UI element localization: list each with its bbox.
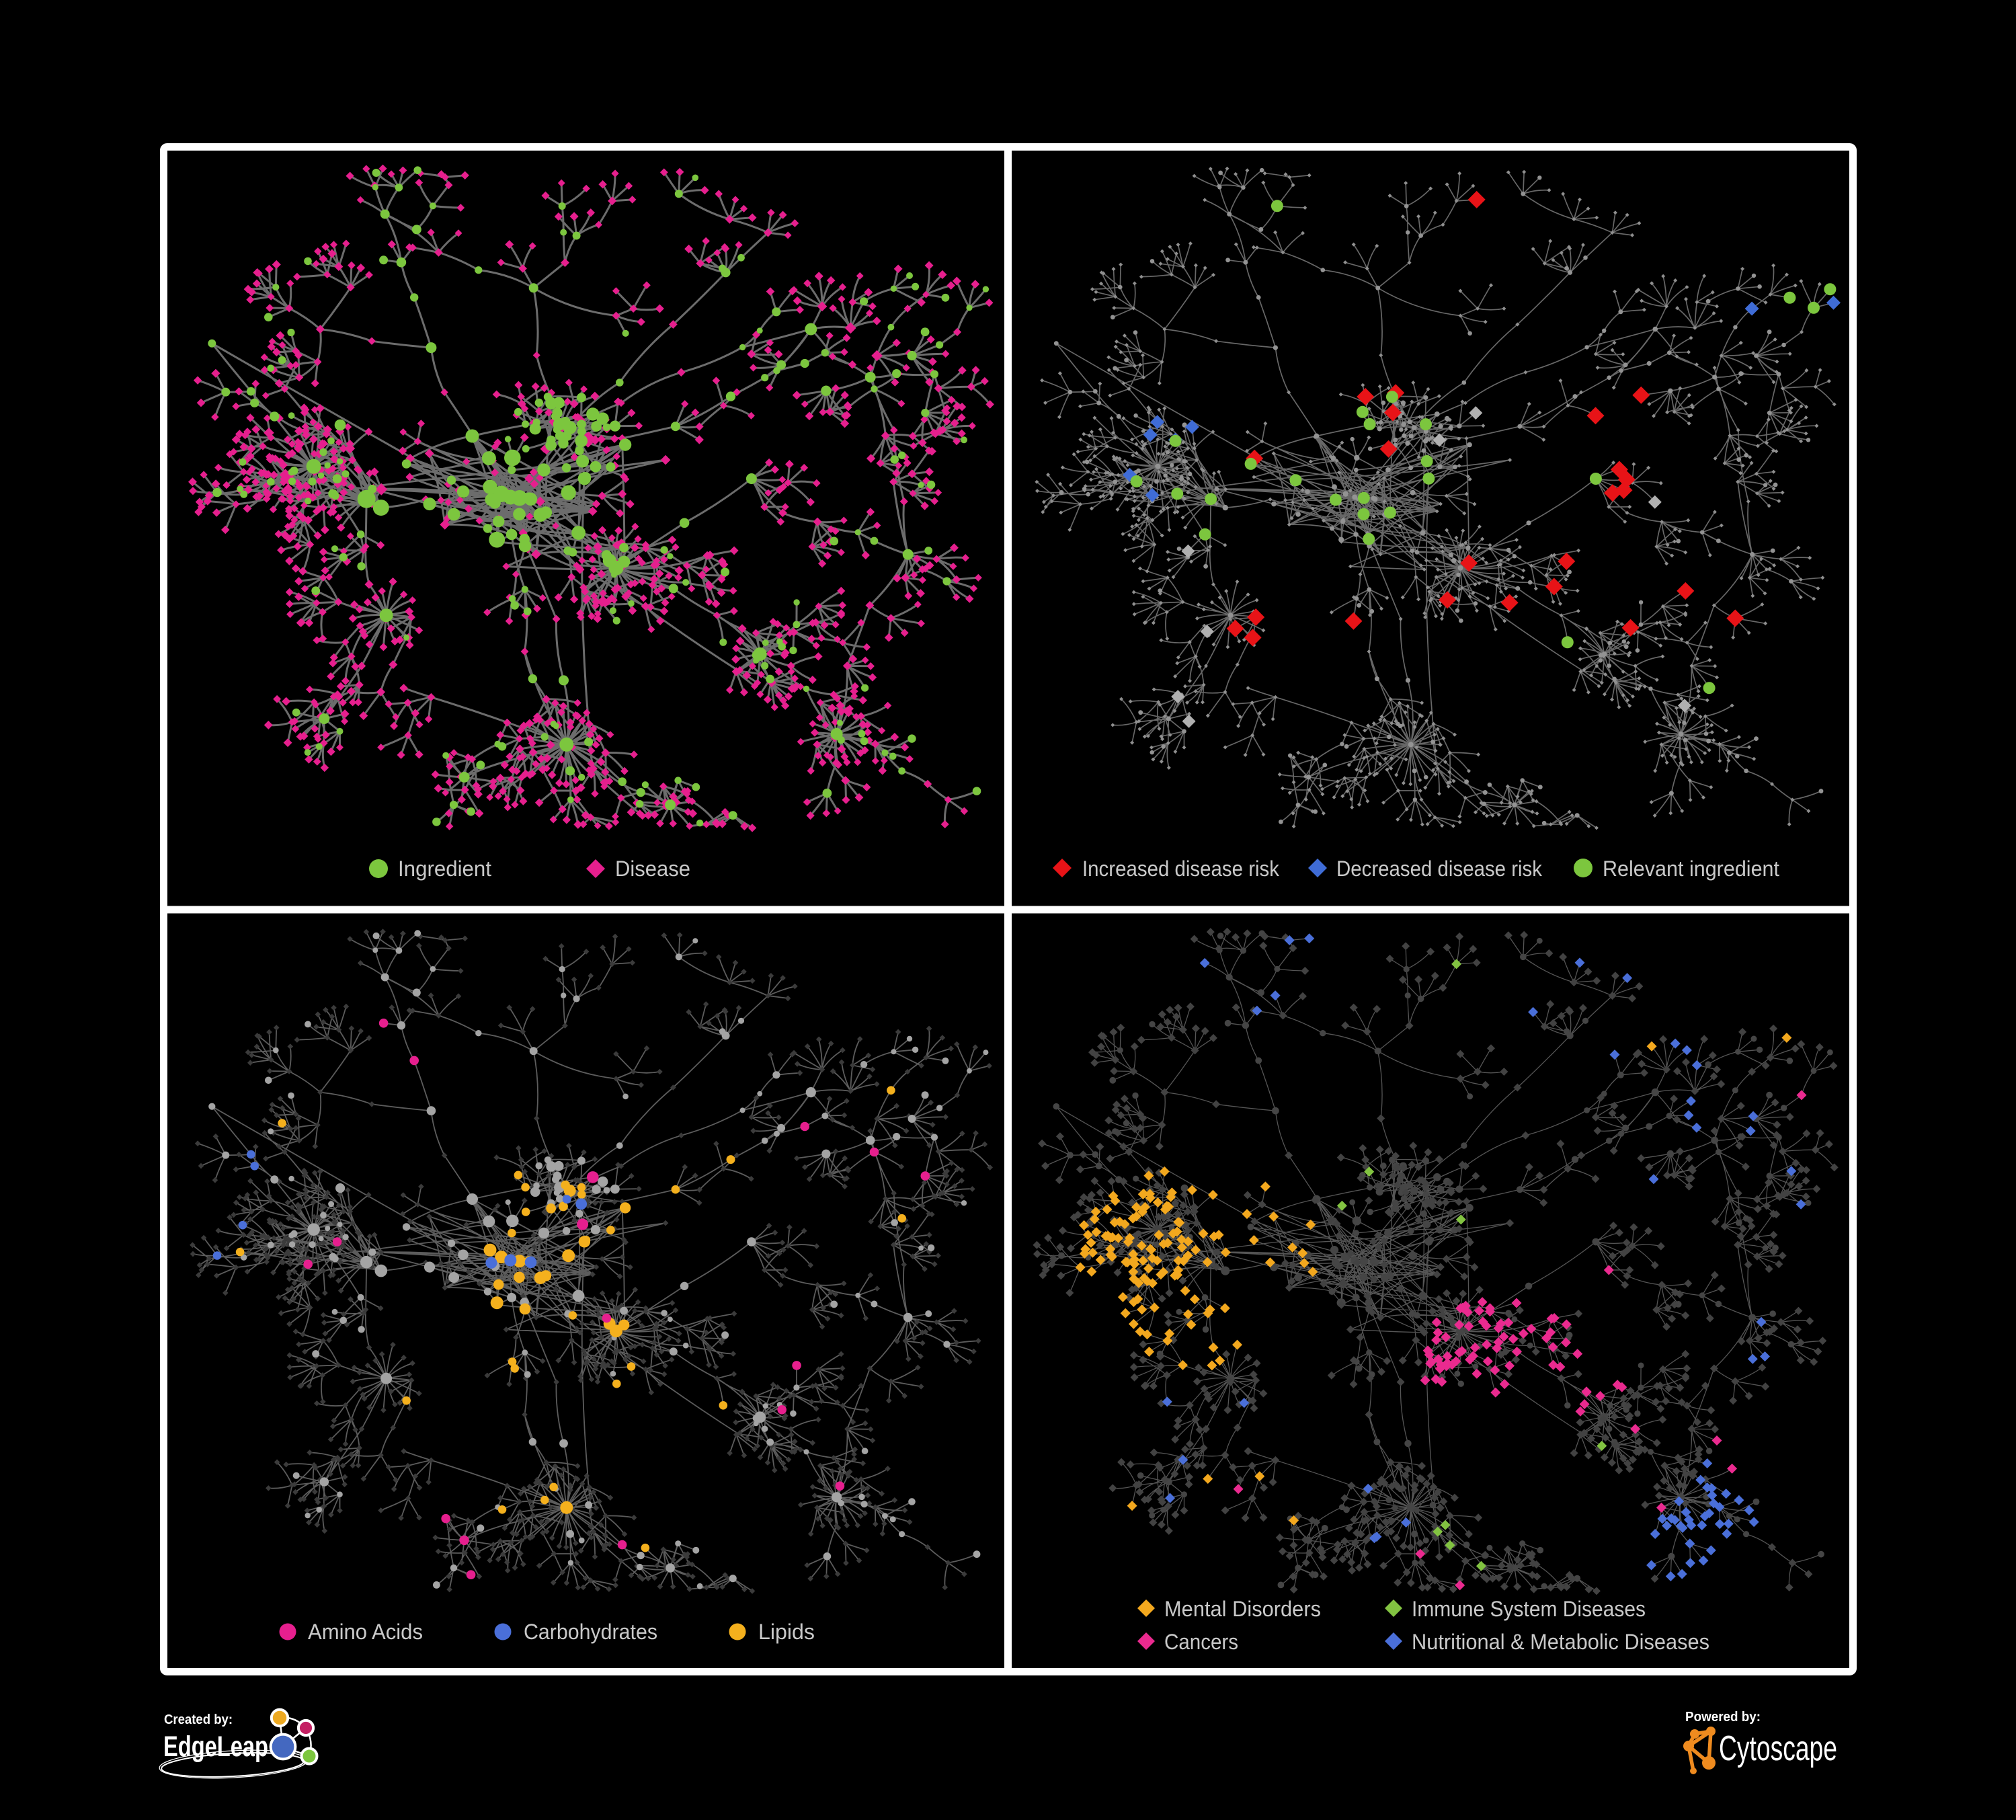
svg-text:Increased disease risk: Increased disease risk bbox=[1082, 857, 1280, 881]
svg-text:Cancers: Cancers bbox=[1164, 1630, 1238, 1654]
svg-text:Lipids: Lipids bbox=[758, 1620, 815, 1644]
svg-text:Carbohydrates: Carbohydrates bbox=[524, 1620, 657, 1644]
svg-text:Cytoscape: Cytoscape bbox=[1719, 1729, 1837, 1768]
svg-text:Created by:: Created by: bbox=[164, 1712, 233, 1727]
svg-text:Amino Acids: Amino Acids bbox=[308, 1620, 423, 1644]
svg-text:Mental Disorders: Mental Disorders bbox=[1164, 1597, 1321, 1621]
svg-text:Relevant ingredient: Relevant ingredient bbox=[1603, 857, 1779, 881]
svg-text:Immune System Diseases: Immune System Diseases bbox=[1412, 1597, 1646, 1621]
svg-text:EdgeLeap: EdgeLeap bbox=[163, 1731, 268, 1763]
svg-text:Decreased disease risk: Decreased disease risk bbox=[1336, 857, 1543, 881]
svg-text:Powered by:: Powered by: bbox=[1685, 1710, 1761, 1725]
svg-text:Ingredient: Ingredient bbox=[398, 857, 491, 881]
svg-text:Nutritional & Metabolic Diseas: Nutritional & Metabolic Diseases bbox=[1412, 1630, 1709, 1654]
svg-text:Disease: Disease bbox=[615, 857, 690, 881]
